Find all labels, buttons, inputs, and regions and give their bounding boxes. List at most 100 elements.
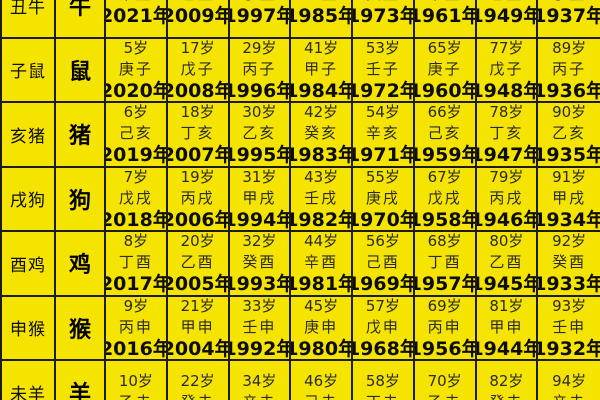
year-cell: 81岁甲申1944年 xyxy=(477,296,539,359)
year-cell: 94岁辛未 xyxy=(538,361,600,400)
ganzhi-text: 辛未 xyxy=(552,392,586,400)
year-cell: 10岁乙未 xyxy=(106,361,168,400)
ganzhi-text: 癸亥 xyxy=(304,124,339,143)
zodiac-animal-label: 狗 xyxy=(56,167,106,230)
year-text: 2007年 xyxy=(168,144,230,166)
ganzhi-text: 乙未 xyxy=(119,392,153,400)
ganzhi-text: 己亥 xyxy=(118,124,153,143)
year-text: 1984年 xyxy=(291,79,353,101)
age-text: 65岁 xyxy=(427,38,462,57)
ganzhi-text: 戊子 xyxy=(180,59,215,78)
year-text: 1981年 xyxy=(291,273,353,295)
ganzhi-text: 乙丑 xyxy=(304,0,338,5)
year-text: 2006年 xyxy=(168,208,230,230)
ganzhi-text: 丙子 xyxy=(552,59,587,78)
year-text: 2009年 xyxy=(168,4,230,27)
ganzhi-text: 戊申 xyxy=(365,317,400,336)
table-row: 戌狗狗7岁戊戌2018年19岁丙戌2006年31岁甲戌1994年43岁壬戌198… xyxy=(2,167,600,232)
ganzhi-text: 癸酉 xyxy=(242,253,277,272)
age-text: 5岁 xyxy=(123,38,149,57)
age-text: 70岁 xyxy=(427,372,462,391)
year-text: 1935年 xyxy=(538,144,600,166)
year-text: 2021年 xyxy=(106,4,168,27)
age-text: 17岁 xyxy=(180,38,215,57)
year-text: 1933年 xyxy=(538,273,600,295)
ganzhi-text: 癸未 xyxy=(181,392,215,400)
year-cell: 9岁丙申2016年 xyxy=(106,296,168,359)
year-text: 1958年 xyxy=(415,208,477,230)
year-text: 1982年 xyxy=(291,208,353,230)
zodiac-branch-label: 酉鸡 xyxy=(2,232,56,295)
year-cell: 21岁甲申2004年 xyxy=(168,296,230,359)
age-text: 30岁 xyxy=(242,103,277,122)
ganzhi-text: 己酉 xyxy=(365,253,400,272)
ganzhi-text: 丁酉 xyxy=(118,253,153,272)
table-row: 酉鸡鸡8岁丁酉2017年20岁乙酉2005年32岁癸酉1993年44岁辛酉198… xyxy=(2,232,600,297)
ganzhi-text: 癸未 xyxy=(489,392,523,400)
age-text: 90岁 xyxy=(552,103,587,122)
ganzhi-text: 乙未 xyxy=(428,392,462,400)
year-cell: 己丑1949年 xyxy=(477,0,539,37)
year-cell: 53岁壬子1972年 xyxy=(353,38,415,101)
age-text: 7岁 xyxy=(123,167,149,186)
year-cell: 68岁丁酉1957年 xyxy=(415,232,477,295)
age-text: 45岁 xyxy=(304,296,339,315)
age-text: 67岁 xyxy=(427,167,462,186)
ganzhi-text: 乙亥 xyxy=(552,124,587,143)
age-text: 54岁 xyxy=(365,103,400,122)
age-text: 79岁 xyxy=(489,167,524,186)
ganzhi-text: 乙酉 xyxy=(180,253,215,272)
year-text: 1944年 xyxy=(477,337,539,359)
age-text: 81岁 xyxy=(489,296,524,315)
year-text: 1945年 xyxy=(477,273,539,295)
year-cell: 43岁壬戌1982年 xyxy=(291,167,353,230)
year-cell: 58岁丁未 xyxy=(353,361,415,400)
age-text: 53岁 xyxy=(365,38,400,57)
year-text: 2004年 xyxy=(168,337,230,359)
year-text: 1957年 xyxy=(415,273,477,295)
year-cell: 67岁戊戌1958年 xyxy=(415,167,477,230)
year-cell: 辛丑2021年 xyxy=(106,0,168,37)
age-text: 22岁 xyxy=(180,372,215,391)
year-cell: 46岁己未 xyxy=(291,361,353,400)
ganzhi-text: 乙亥 xyxy=(242,124,277,143)
zodiac-branch-label: 亥猪 xyxy=(2,103,56,166)
age-text: 43岁 xyxy=(304,167,339,186)
year-text: 1993年 xyxy=(230,273,292,295)
zodiac-animal-label: 牛 xyxy=(56,0,106,37)
ganzhi-text: 丙申 xyxy=(118,317,153,336)
zodiac-animal-label: 猴 xyxy=(56,296,106,359)
zodiac-animal-label: 鸡 xyxy=(56,232,106,295)
ganzhi-text: 丁亥 xyxy=(180,124,215,143)
ganzhi-text: 己未 xyxy=(304,392,338,400)
year-cell: 82岁癸未 xyxy=(477,361,539,400)
year-cell: 77岁戊子1948年 xyxy=(477,38,539,101)
age-text: 91岁 xyxy=(552,167,587,186)
year-text: 1970年 xyxy=(353,208,415,230)
ganzhi-text: 庚子 xyxy=(427,59,462,78)
age-text: 6岁 xyxy=(123,103,149,122)
year-text: 1961年 xyxy=(415,4,477,27)
ganzhi-text: 辛丑 xyxy=(428,0,462,5)
age-text: 8岁 xyxy=(123,232,149,251)
year-cell: 33岁壬申1992年 xyxy=(230,296,292,359)
age-text: 56岁 xyxy=(365,232,400,251)
age-text: 18岁 xyxy=(180,103,215,122)
table-row: 亥猪猪6岁己亥2019年18岁丁亥2007年30岁乙亥1995年42岁癸亥198… xyxy=(2,103,600,168)
ganzhi-text: 甲戌 xyxy=(552,188,587,207)
year-cell: 30岁乙亥1995年 xyxy=(230,103,292,166)
year-text: 1959年 xyxy=(415,144,477,166)
ganzhi-text: 己亥 xyxy=(427,124,462,143)
zodiac-branch-label: 丑牛 xyxy=(2,0,56,37)
year-cell: 丁丑1997年 xyxy=(230,0,292,37)
table-row: 子鼠鼠5岁庚子2020年17岁戊子2008年29岁丙子1996年41岁甲子198… xyxy=(2,38,600,103)
ganzhi-text: 丙戌 xyxy=(489,188,524,207)
table-row: 申猴猴9岁丙申2016年21岁甲申2004年33岁壬申1992年45岁庚申198… xyxy=(2,296,600,361)
year-cell: 7岁戊戌2018年 xyxy=(106,167,168,230)
zodiac-animal-label: 羊 xyxy=(56,361,106,400)
year-cell: 79岁丙戌1946年 xyxy=(477,167,539,230)
age-text: 92岁 xyxy=(552,232,587,251)
year-text: 1946年 xyxy=(477,208,539,230)
year-text: 1956年 xyxy=(415,337,477,359)
